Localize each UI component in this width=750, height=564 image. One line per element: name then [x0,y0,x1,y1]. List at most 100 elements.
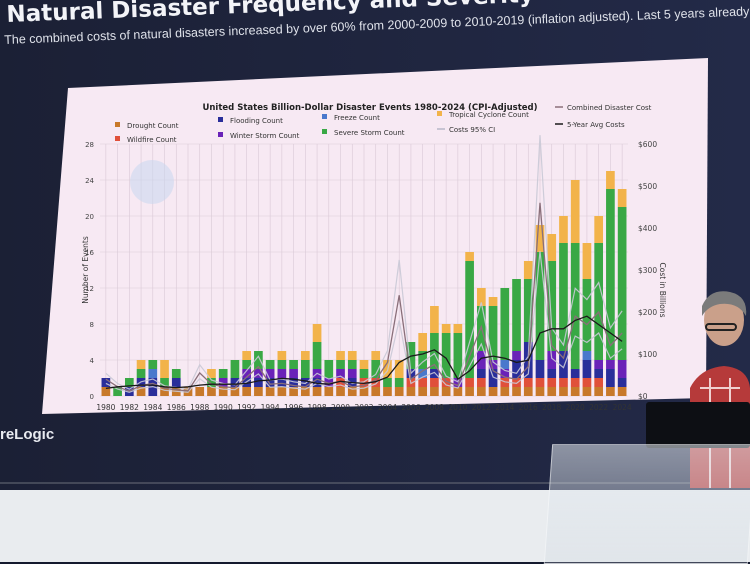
y-tick-label: 28 [85,141,94,149]
bar-segment [606,171,615,189]
bar-segment [289,360,298,369]
bar-segment [617,387,627,396]
bar-segment [195,387,205,396]
legend-label: Wildfire Count [127,136,177,144]
bar-segment [347,387,357,396]
x-tick-label: 2002 [354,403,373,412]
bar-segment [606,387,615,396]
bar-segment [371,351,381,360]
legend-swatch [115,122,120,127]
bar-segment [371,360,381,378]
bar-segment [312,387,322,396]
bar-segment [476,378,486,387]
x-tick-label: 2012 [472,403,491,412]
bar-segment [500,360,510,369]
bar-segment [347,351,357,360]
bar-segment [430,387,439,396]
legend-label: Winter Storm Count [230,132,300,140]
bar-segment [418,378,428,387]
bar-segment [559,387,568,396]
bar-segment [523,378,533,387]
x-tick-label: 2010 [448,403,467,412]
bar-segment [207,387,216,396]
y-tick-label: 12 [85,285,94,293]
bar-segment [394,378,404,387]
bar-segment [418,351,428,369]
bar-segment [488,306,498,360]
x-tick-label: 2020 [566,403,585,412]
bar-segment [500,288,510,360]
x-tick-label: 1982 [120,403,139,412]
bar-segment [453,378,463,387]
bar-segment [347,369,357,378]
y2-tick-label: $0 [638,392,648,401]
ci-lower-line [105,251,623,393]
bar-segment [418,369,428,378]
bar-segment [207,378,216,387]
legend-swatch [218,132,223,137]
bar-segment [347,360,357,369]
bar-segment [488,297,498,306]
bar-segment [606,360,615,369]
bar-segment [547,369,557,378]
glass-lectern [543,444,750,564]
bar-segment [582,351,592,360]
x-tick-label: 2000 [331,403,350,412]
bar-segment [359,387,369,396]
bar-segment [570,180,580,243]
bar-segment [535,225,545,252]
y-tick-label: 20 [85,213,94,221]
bar-segment [336,351,345,360]
bar-segment [277,369,287,378]
y-tick-label: 8 [90,321,94,329]
bar-segment [617,207,627,360]
bar-segment [500,387,510,396]
bar-segment [535,387,545,396]
bar-segment [512,378,521,387]
bar-segment [160,360,169,378]
bar-segment [254,378,263,387]
y2-axis-label: Cost in Billions [658,262,667,317]
x-tick-label: 2022 [589,403,608,412]
bar-segment [300,351,310,360]
legend-label: Severe Storm Count [334,129,405,137]
bar-segment [371,378,381,387]
bar-segment [359,378,369,387]
bar-segment [535,252,545,360]
bar-segment [606,189,615,360]
bar-segment [582,378,592,387]
x-tick-label: 1998 [308,403,327,412]
bar-segment [324,387,334,396]
bar-segment [476,288,486,306]
bar-segment [559,378,568,387]
bar-segment [218,387,228,396]
bar-segment [512,387,521,396]
bar-segment [523,279,533,342]
bar-segment [535,360,545,378]
bar-segment [488,369,498,387]
bar-segment [300,378,310,387]
x-tick-label: 1984 [143,403,162,412]
bar-segment [265,387,275,396]
bar-segment [160,387,169,396]
bar-segment [488,387,498,396]
bar-segment [488,360,498,369]
x-tick-label: 1994 [261,403,280,412]
x-tick-label: 2006 [401,403,420,412]
bar-segment [136,387,146,396]
bar-segment [124,378,134,387]
combined-cost-line [105,202,623,392]
ci-upper-line [105,135,623,390]
bar-segment [230,360,240,378]
legend-label: Drought Count [127,122,179,130]
bar-segment [171,378,181,387]
bar-segment [476,351,486,369]
bar-segment [547,351,557,369]
bar-segment [465,378,474,387]
bar-segment [218,369,228,378]
bar-segment [582,387,592,396]
legend-label: Freeze Count [334,114,380,122]
bar-segment [441,324,451,333]
bar-segment [430,306,439,333]
